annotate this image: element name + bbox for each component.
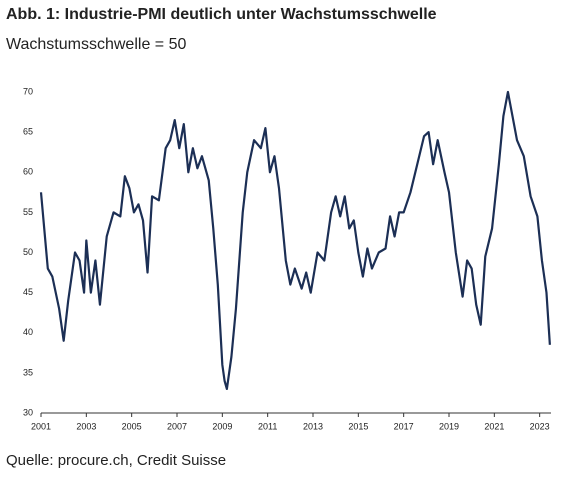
- x-tick-label: 2005: [122, 421, 142, 431]
- y-tick-label: 45: [23, 287, 33, 297]
- x-tick-label: 2011: [258, 421, 277, 431]
- y-tick-label: 35: [23, 367, 33, 377]
- x-tick-label: 2021: [484, 421, 504, 431]
- y-tick-label: 40: [23, 327, 33, 337]
- x-tick-label: 2017: [394, 421, 414, 431]
- y-tick-label: 70: [23, 86, 33, 96]
- y-tick-label: 50: [23, 247, 33, 257]
- x-tick-label: 2009: [212, 421, 232, 431]
- source-note: Quelle: procure.ch, Credit Suisse: [6, 452, 226, 469]
- x-tick-label: 2001: [31, 421, 51, 431]
- x-tick-label: 2003: [76, 421, 96, 431]
- x-tick-label: 2007: [167, 421, 187, 431]
- y-tick-label: 60: [23, 167, 33, 177]
- y-tick-label: 30: [23, 407, 33, 417]
- chart-title: Abb. 1: Industrie-PMI deutlich unter Wac…: [6, 6, 437, 23]
- y-tick-label: 65: [23, 127, 33, 137]
- x-tick-label: 2015: [348, 421, 368, 431]
- x-tick-label: 2013: [303, 421, 323, 431]
- x-tick-label: 2023: [530, 421, 550, 431]
- x-tick-label: 2019: [439, 421, 459, 431]
- y-tick-label: 55: [23, 207, 33, 217]
- chart-subtitle: Wachstumsschwelle = 50: [6, 36, 186, 53]
- data-line: [39, 90, 551, 391]
